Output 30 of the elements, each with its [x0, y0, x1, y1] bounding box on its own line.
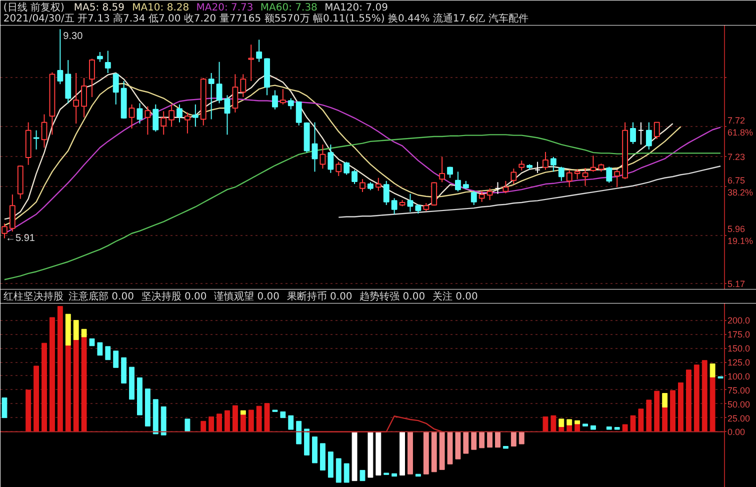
text: MA20: 7.73 [196, 2, 254, 14]
text: MA5: 8.59 [74, 2, 125, 14]
chart-title: (日线 前复权) [3, 2, 64, 14]
text: 关注 0.00 [432, 290, 478, 302]
y-tick-label: 150.0 [728, 344, 750, 354]
text: MA10: 8.28 [132, 2, 190, 14]
chart-title: 红柱坚决持股 [3, 290, 64, 302]
y-tick-label: 75.00 [728, 385, 750, 396]
y-tick-label: 7.23 [728, 152, 746, 162]
y-tick-label: 200.0 [728, 316, 750, 326]
y-tick-label: 175.0 [728, 330, 750, 340]
text: 注意底部 0.00 [68, 290, 134, 302]
y-tick-label: 0.00 [728, 427, 746, 438]
y-tick-label: 7.72 61.8% [728, 116, 754, 138]
annotation: 9.30 [63, 31, 84, 42]
y-tick-label: 100.0 [728, 371, 750, 382]
text: 趋势转强 0.00 [360, 290, 426, 302]
text: 2021/04/30/五 开7.13 高7.34 低7.00 收7.20 量77165 额5570万 幅0.11(1.55%) 换0.44% 流通17.6亿 汽车配件 [3, 12, 528, 24]
y-tick-label: 5.17 [728, 278, 746, 289]
text: MA120: 7.09 [324, 2, 388, 14]
text: 谨慎观望 0.00 [214, 290, 280, 302]
y-tick-label: 125.0 [728, 358, 750, 368]
text: 坚决持股 0.00 [141, 290, 207, 302]
y-tick-label: 5.96 19.1% [728, 224, 754, 246]
text: MA60: 7.38 [260, 2, 318, 14]
y-tick-label: 6.75 38.2% [728, 175, 754, 198]
y-tick-label: 25.00 [728, 413, 750, 424]
text: 果断持币 0.00 [286, 290, 352, 302]
annotation: ←5.91 [5, 232, 36, 244]
y-tick-label: 50.00 [728, 399, 750, 410]
